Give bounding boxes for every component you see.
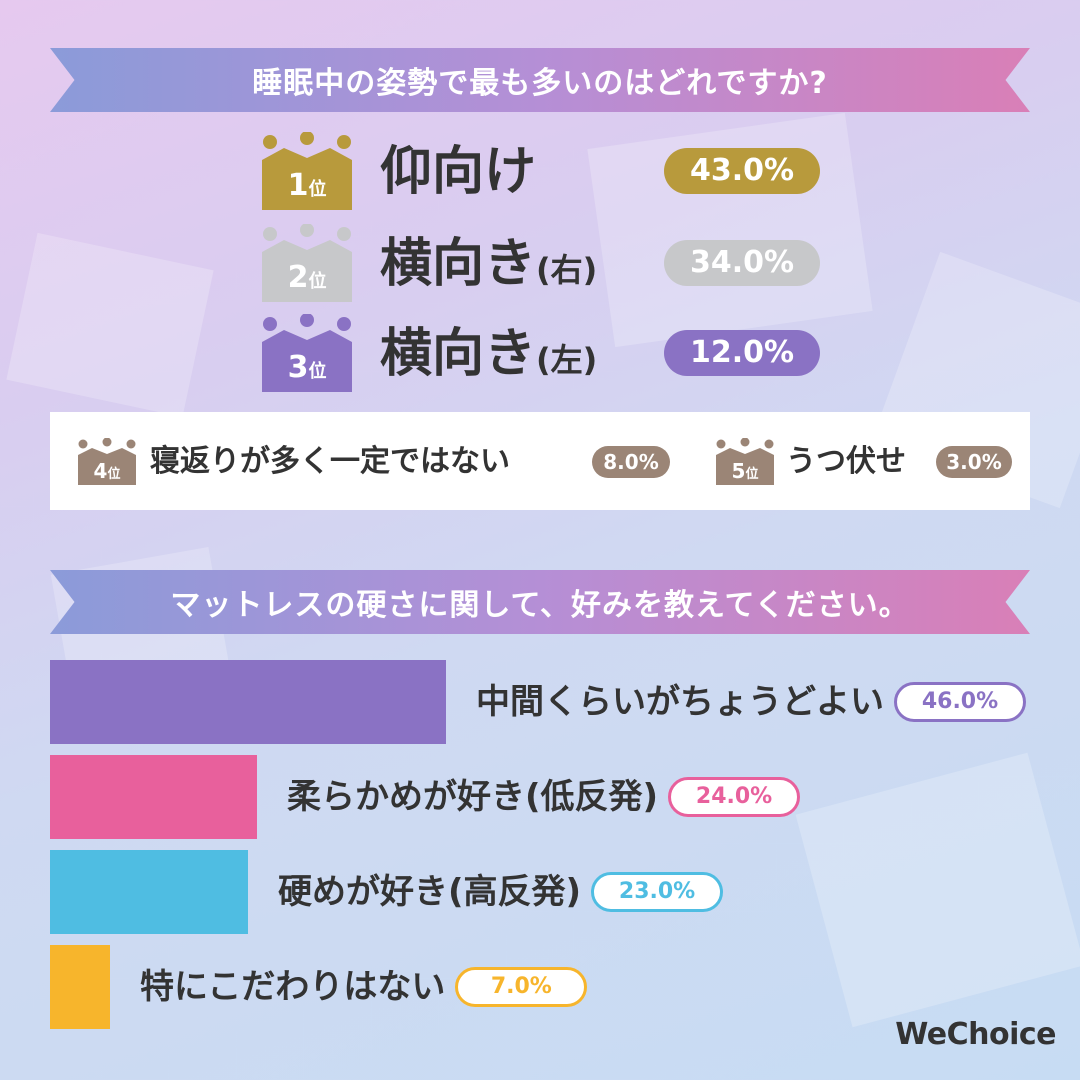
bar bbox=[50, 755, 257, 839]
rank-label-main: 仰向け bbox=[380, 142, 537, 202]
bar bbox=[50, 850, 248, 934]
rank-label-sub: (左) bbox=[536, 341, 598, 379]
question-title-1: 睡眠中の姿勢で最も多いのはどれですか? bbox=[252, 66, 828, 101]
rank-suffix: 位 bbox=[745, 467, 759, 482]
rank-number: 2 bbox=[287, 260, 309, 295]
rank-suffix: 位 bbox=[308, 271, 327, 292]
rank-label-main: 横向き bbox=[380, 234, 537, 294]
bar-value-label: 46.0% bbox=[894, 682, 1026, 722]
rank-suffix: 位 bbox=[308, 361, 327, 382]
question-title-2: マットレスの硬さに関して、好みを教えてください。 bbox=[170, 588, 910, 623]
bar-value-label: 24.0% bbox=[668, 777, 801, 817]
crown-icon: 5位 bbox=[716, 438, 774, 486]
rank-suffix: 位 bbox=[107, 467, 121, 482]
bar-value-label: 7.0% bbox=[455, 967, 588, 1007]
bar-category-label: 柔らかめが好き(低反発) bbox=[287, 777, 659, 817]
rank-label: 寝返りが多く一定ではない bbox=[150, 444, 510, 479]
rank-label-main: 横向き bbox=[380, 324, 537, 384]
rank-number: 3 bbox=[287, 350, 309, 385]
bar-category-label: 硬めが好き(高反発) bbox=[278, 872, 582, 912]
rank-number: 5 bbox=[731, 459, 746, 483]
rank-label: 横向き(右) bbox=[380, 224, 597, 304]
rank-label: 仰向け bbox=[380, 132, 536, 212]
crown-icon: 2位 bbox=[262, 224, 352, 304]
logo-text: WeChoice bbox=[895, 1017, 1056, 1052]
rank-percent-badge: 8.0% bbox=[592, 446, 670, 478]
rank-label: 横向き(左) bbox=[380, 314, 597, 394]
bar-category-label: 特にこだわりはない bbox=[140, 967, 446, 1007]
crown-icon: 1位 bbox=[262, 132, 352, 212]
rank-percent-badge: 3.0% bbox=[936, 446, 1012, 478]
bar-value-label: 23.0% bbox=[591, 872, 724, 912]
bar bbox=[50, 945, 110, 1029]
bar-category-label: 中間くらいがちょうどよい bbox=[476, 682, 884, 722]
rank-suffix: 位 bbox=[308, 179, 327, 200]
rank-percent-badge: 43.0% bbox=[664, 148, 820, 194]
question-banner-1: 睡眠中の姿勢で最も多いのはどれですか? bbox=[50, 48, 1030, 112]
rank-label: うつ伏せ bbox=[786, 444, 906, 479]
bar bbox=[50, 660, 446, 744]
rank-percent-badge: 34.0% bbox=[664, 240, 820, 286]
rank-label-sub: (右) bbox=[536, 251, 598, 289]
question-banner-2: マットレスの硬さに関して、好みを教えてください。 bbox=[50, 570, 1030, 634]
rank-number: 1 bbox=[287, 168, 309, 203]
rank-percent-badge: 12.0% bbox=[664, 330, 820, 376]
ranking-others-box: 4位 寝返りが多く一定ではない 8.0% 5位 うつ伏せ 3.0% bbox=[50, 412, 1030, 510]
crown-icon: 4位 bbox=[78, 438, 136, 486]
crown-icon: 3位 bbox=[262, 314, 352, 394]
rank-number: 4 bbox=[93, 459, 108, 483]
wechoice-logo: WeChoice bbox=[895, 1017, 1056, 1052]
